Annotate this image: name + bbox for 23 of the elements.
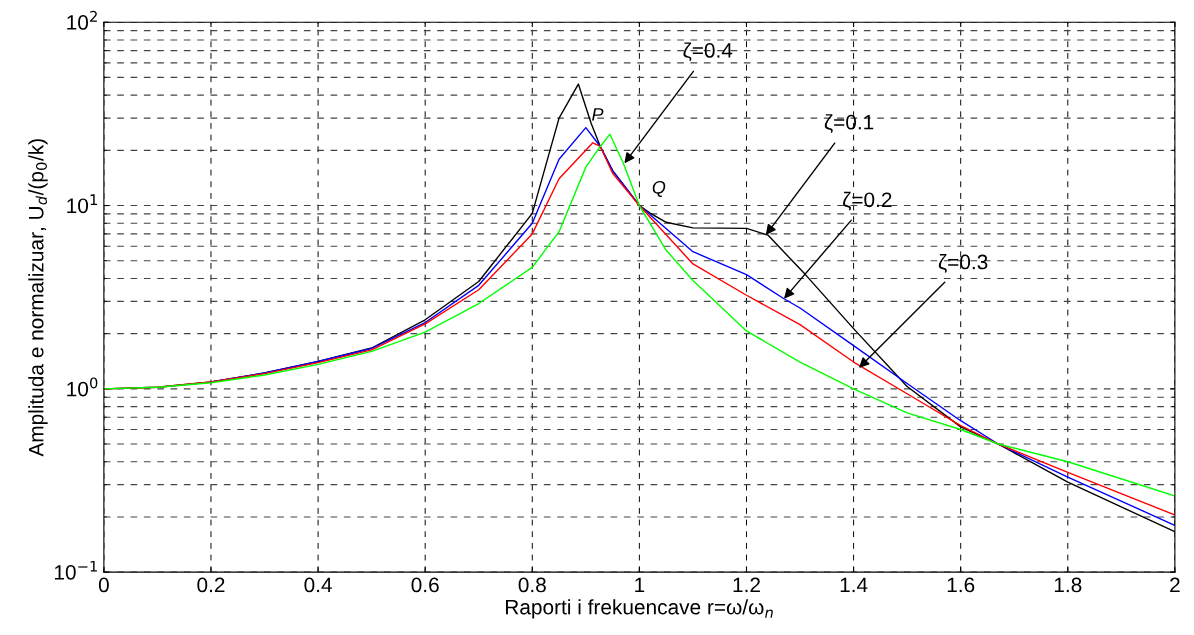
x-tick-label: 0.8 bbox=[518, 577, 546, 593]
x-tick-label: 0.6 bbox=[411, 577, 439, 593]
y-tick-label: 10$^{2}$ bbox=[67, 10, 97, 30]
annotation: Q bbox=[652, 180, 666, 197]
x-tick-label: 0.2 bbox=[197, 577, 225, 593]
x-tick-label: 1.4 bbox=[840, 577, 868, 593]
x-tick-label: 1.6 bbox=[947, 577, 975, 593]
y-tick-label: 10$^{1}$ bbox=[67, 194, 97, 214]
y-tick-label: 10$^{0}$ bbox=[67, 377, 98, 397]
x-tick-label: 0 bbox=[98, 577, 109, 593]
x-tick-label: 1.2 bbox=[733, 577, 760, 593]
annotation: ζ=0.2 bbox=[843, 191, 892, 211]
x-tick-label: 2 bbox=[1170, 577, 1180, 593]
y-axis-title: Amplituda e normalizuar, U$_{d}$/(p$_{0}$/k) bbox=[28, 139, 48, 457]
annotation: P bbox=[592, 108, 604, 121]
x-tick-label: 1 bbox=[635, 577, 645, 593]
annotation: ζ=0.4 bbox=[683, 42, 733, 62]
annotation: ζ=0.1 bbox=[824, 114, 874, 133]
x-tick-label: 1.8 bbox=[1054, 577, 1082, 593]
x-tick-label: 0.4 bbox=[304, 577, 332, 593]
x-axis-title: Raporti i frekuencave r=ω/ω$_{n}$ bbox=[505, 599, 773, 619]
annotation: ζ=0.3 bbox=[938, 254, 988, 273]
y-tick-label: 10$^{−1}$ bbox=[54, 560, 97, 580]
